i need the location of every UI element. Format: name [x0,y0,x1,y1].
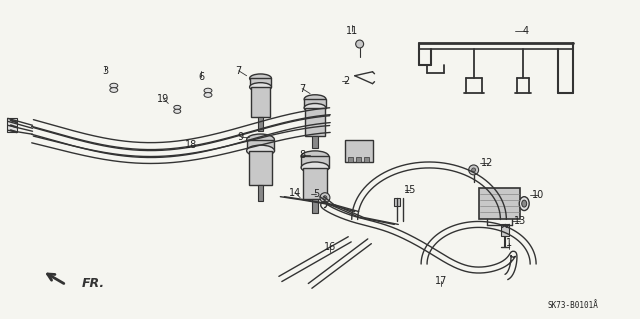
Ellipse shape [204,93,212,97]
Text: 12: 12 [481,158,493,168]
Ellipse shape [301,151,329,162]
Circle shape [320,193,330,203]
Ellipse shape [250,74,271,83]
Bar [364,157,369,162]
Bar [479,188,520,219]
Text: 18: 18 [185,140,197,150]
Bar [348,157,353,162]
Ellipse shape [519,197,529,211]
Text: 7: 7 [299,84,305,93]
Ellipse shape [250,83,271,92]
Bar [304,99,326,108]
Bar [7,118,17,132]
Bar [248,151,273,185]
Bar [251,87,271,117]
Text: 10: 10 [532,190,544,200]
Text: 5: 5 [313,189,319,199]
Bar [394,198,400,205]
Text: FR.: FR. [82,278,105,290]
Text: 19: 19 [157,93,170,104]
Text: 4: 4 [522,26,528,36]
Ellipse shape [110,83,118,88]
Text: 2: 2 [344,76,350,86]
Circle shape [472,168,476,172]
Bar [345,140,372,162]
Ellipse shape [304,103,326,112]
Circle shape [356,40,364,48]
Ellipse shape [246,134,275,145]
Bar [303,167,327,199]
Ellipse shape [304,95,326,103]
Bar [305,108,325,136]
Text: 13: 13 [514,217,526,226]
Text: 1: 1 [506,238,513,248]
Bar [301,156,329,167]
Bar [250,78,271,87]
Bar [501,225,509,236]
Text: 6: 6 [198,72,204,82]
Circle shape [323,196,327,200]
Ellipse shape [204,88,212,93]
Text: 9: 9 [237,132,244,142]
Bar [356,157,361,162]
Ellipse shape [301,162,329,173]
Circle shape [468,165,479,175]
Text: 17: 17 [435,276,447,286]
Ellipse shape [246,145,275,156]
Bar [312,199,318,213]
Bar [312,136,318,147]
Ellipse shape [174,109,180,113]
Text: 7: 7 [236,66,242,76]
Text: 15: 15 [404,185,417,195]
Bar [257,185,264,201]
Bar [246,140,275,151]
Text: 14: 14 [289,188,301,198]
Bar [257,117,264,131]
Ellipse shape [110,88,118,93]
Ellipse shape [522,200,527,207]
Text: 8: 8 [299,150,305,160]
Text: 3: 3 [102,66,108,76]
Text: 11: 11 [346,26,358,36]
Text: SK73-B0101Å: SK73-B0101Å [547,301,598,310]
Ellipse shape [174,105,180,109]
Text: 16: 16 [324,242,336,252]
